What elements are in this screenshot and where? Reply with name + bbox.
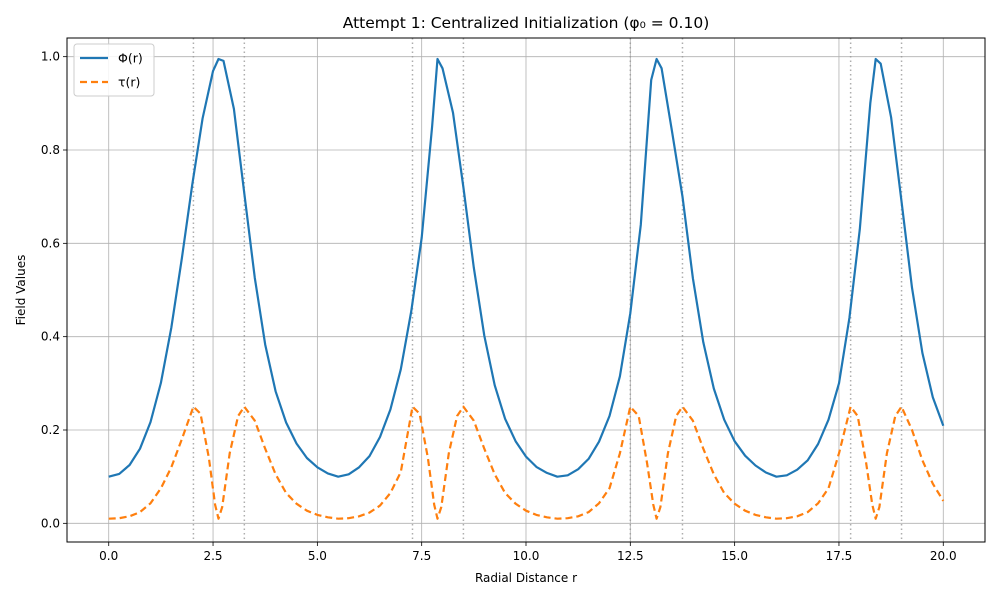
chart-title: Attempt 1: Centralized Initialization (φ… xyxy=(343,14,710,32)
ticks: 0.0 2.5 5.0 7.5 10.0 12.5 15.0 17.5 20.0 0.0 0.2 0.… xyxy=(41,50,957,563)
series-line-phi xyxy=(108,57,945,478)
y-tick-label: 0.6 xyxy=(41,236,60,250)
y-tick-label: 0.8 xyxy=(41,143,60,157)
x-tick-label: 10.0 xyxy=(513,549,540,563)
x-tick-label: 5.0 xyxy=(308,549,327,563)
x-tick-label: 7.5 xyxy=(412,549,431,563)
series-lines xyxy=(108,57,945,520)
x-tick-label: 2.5 xyxy=(203,549,222,563)
vertical-markers xyxy=(192,38,903,542)
x-axis-label: Radial Distance r xyxy=(475,571,577,585)
legend-label: τ(r) xyxy=(118,75,140,90)
y-axis-label: Field Values xyxy=(14,255,28,326)
legend-label: Φ(r) xyxy=(118,51,143,66)
legend: Φ(r) τ(r) xyxy=(73,43,155,97)
series-line-tau xyxy=(108,405,945,520)
y-tick-label: 1.0 xyxy=(41,50,60,64)
grid xyxy=(67,38,985,542)
y-tick-label: 0.0 xyxy=(41,516,60,530)
x-tick-label: 20.0 xyxy=(930,549,957,563)
x-tick-label: 17.5 xyxy=(826,549,853,563)
y-tick-label: 0.4 xyxy=(41,330,60,344)
x-tick-label: 15.0 xyxy=(721,549,748,563)
x-tick-label: 12.5 xyxy=(617,549,644,563)
y-tick-label: 0.2 xyxy=(41,423,60,437)
x-tick-label: 0.0 xyxy=(99,549,118,563)
